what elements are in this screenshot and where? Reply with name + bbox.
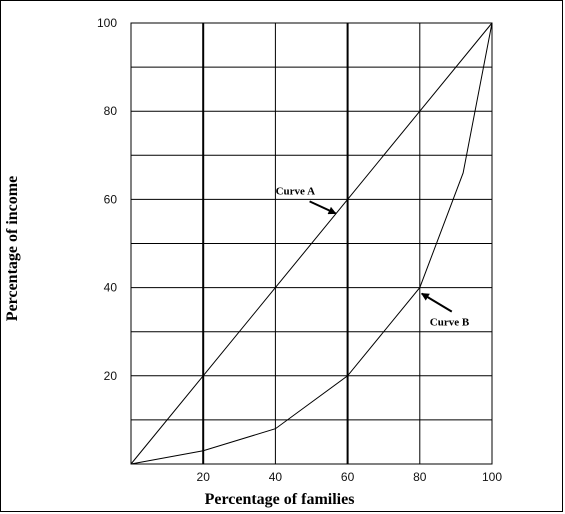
annotations: Curve A Curve B	[276, 185, 470, 328]
x-tick-label: 100	[482, 470, 502, 484]
annotation-arrow-a	[309, 200, 337, 215]
series-line-curve-b	[130, 22, 493, 465]
x-tick-label: 40	[269, 470, 283, 484]
x-tick-label: 60	[341, 470, 355, 484]
y-tick-label: 100	[97, 16, 117, 30]
x-axis-title: Percentage of families	[205, 491, 355, 508]
tick-labels: 20 40 60 80 100 20 40 60 80 100	[97, 16, 502, 484]
annotation-curve-b: Curve B	[430, 317, 470, 329]
y-tick-label: 20	[104, 369, 118, 383]
y-axis-title: Percentage of income	[4, 176, 21, 321]
grid-lines	[130, 22, 493, 465]
plot-border	[130, 22, 493, 465]
series-line-curve-a	[130, 22, 493, 465]
data-series	[130, 22, 493, 465]
y-tick-label: 80	[104, 104, 118, 118]
annotation-arrow-b	[420, 292, 453, 313]
annotation-curve-a: Curve A	[276, 185, 315, 197]
y-tick-label: 60	[104, 192, 118, 206]
x-tick-label: 80	[413, 470, 427, 484]
y-tick-label: 40	[104, 281, 118, 295]
x-tick-label: 20	[197, 470, 211, 484]
